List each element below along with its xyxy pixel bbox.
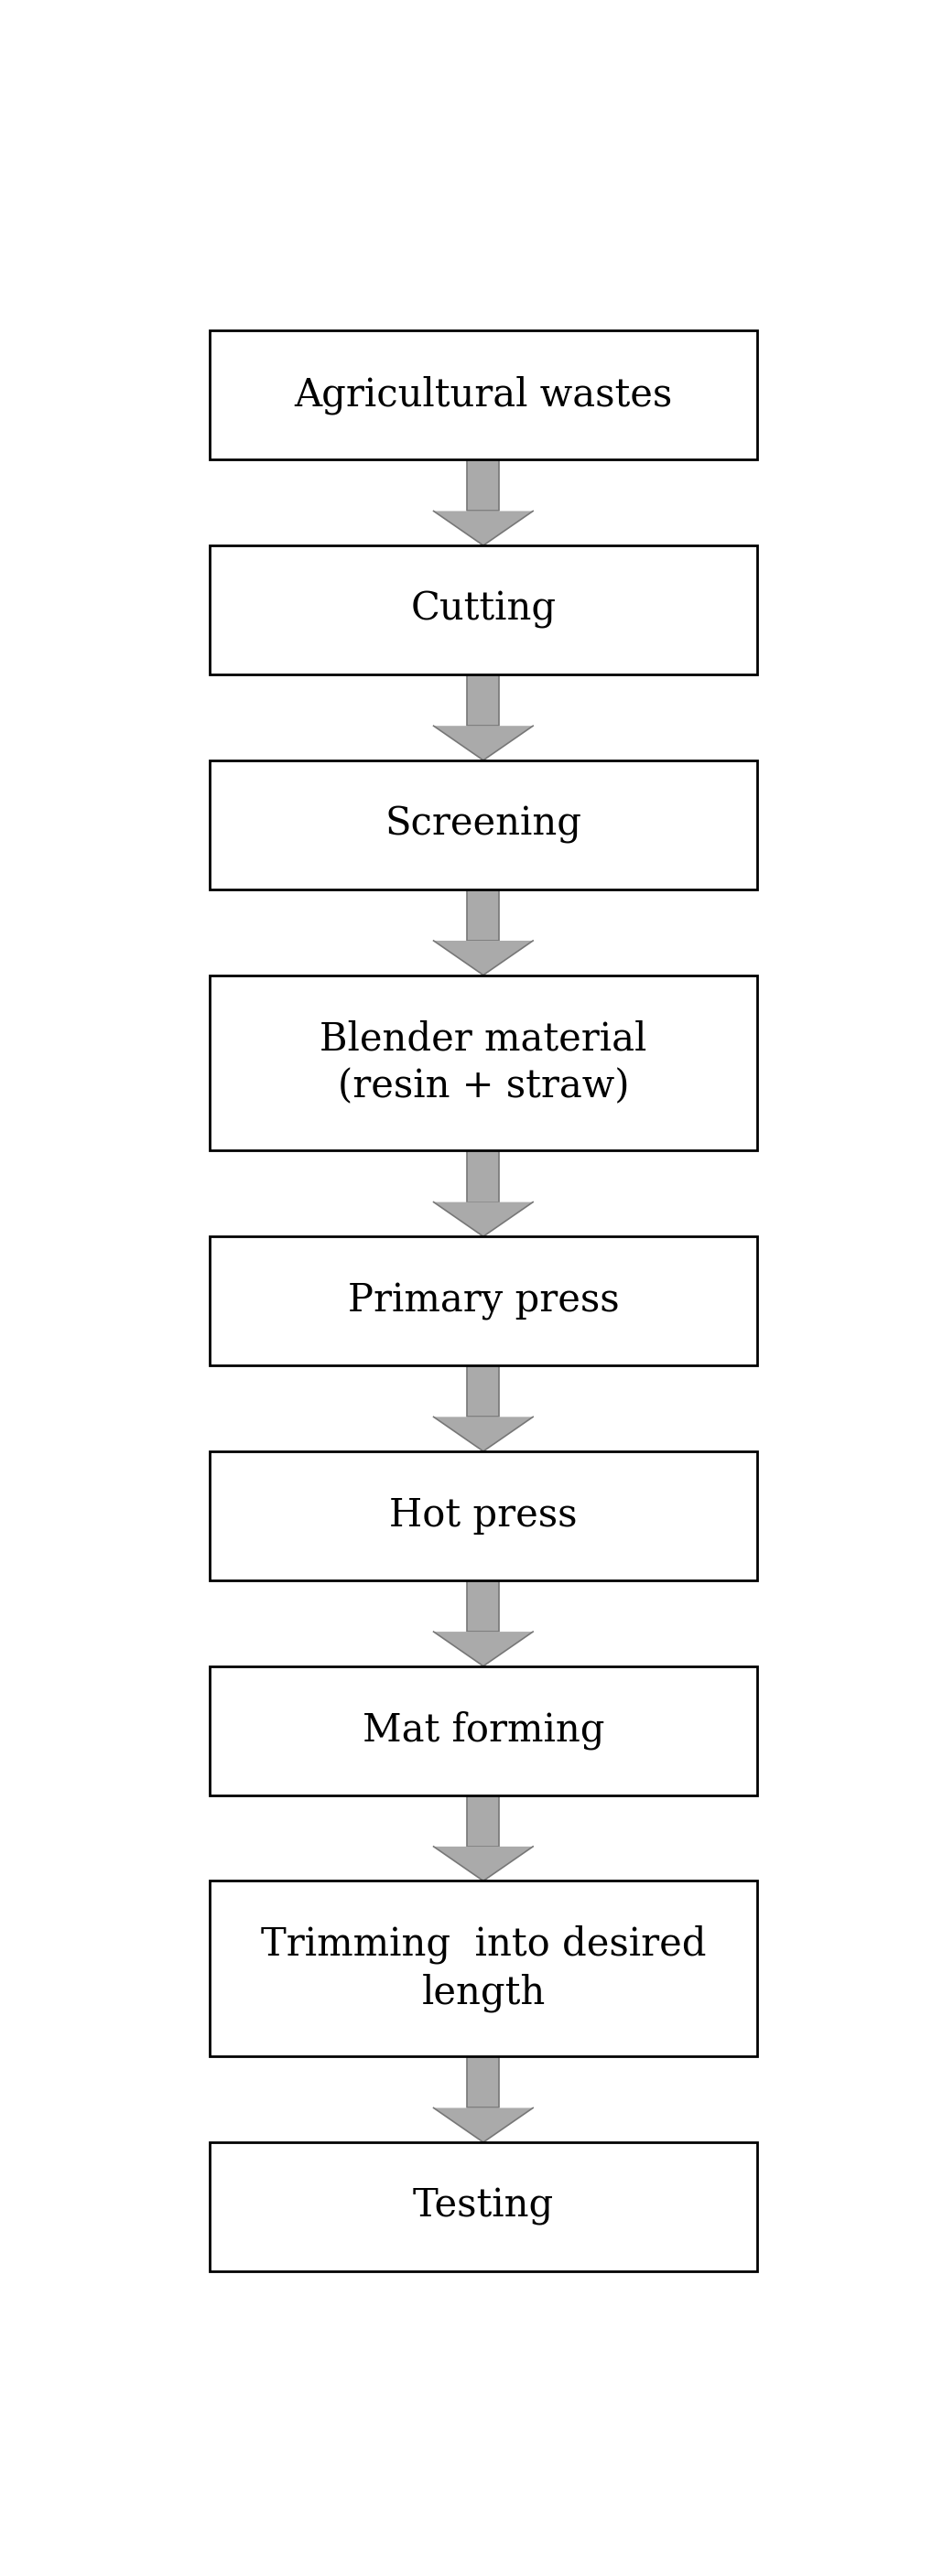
Text: Agricultural wastes: Agricultural wastes — [294, 376, 672, 415]
Polygon shape — [434, 1203, 533, 1236]
Polygon shape — [434, 940, 533, 976]
Bar — [209, 1236, 757, 1365]
Polygon shape — [434, 726, 533, 760]
Bar — [209, 546, 757, 675]
Polygon shape — [467, 1795, 500, 1847]
Bar — [209, 1450, 757, 1579]
Text: Screening: Screening — [385, 806, 582, 845]
Polygon shape — [434, 2107, 533, 2143]
Polygon shape — [467, 675, 500, 726]
Bar — [209, 1667, 757, 1795]
Text: Cutting: Cutting — [410, 590, 556, 629]
Polygon shape — [467, 1579, 500, 1631]
Polygon shape — [467, 1151, 500, 1203]
Polygon shape — [434, 1847, 533, 1880]
Text: Hot press: Hot press — [389, 1497, 577, 1535]
Bar — [209, 1880, 757, 2056]
Bar — [209, 330, 757, 459]
Text: Testing: Testing — [413, 2187, 554, 2226]
Polygon shape — [467, 889, 500, 940]
Text: Trimming  into desired
length: Trimming into desired length — [260, 1924, 706, 2012]
Bar — [209, 976, 757, 1151]
Bar — [209, 760, 757, 889]
Bar — [209, 2143, 757, 2272]
Polygon shape — [434, 1631, 533, 1667]
Text: Mat forming: Mat forming — [362, 1710, 604, 1749]
Text: Blender material
(resin + straw): Blender material (resin + straw) — [320, 1020, 647, 1105]
Polygon shape — [467, 2056, 500, 2107]
Polygon shape — [467, 1365, 500, 1417]
Polygon shape — [434, 1417, 533, 1450]
Polygon shape — [467, 459, 500, 510]
Polygon shape — [434, 510, 533, 546]
Text: Primary press: Primary press — [348, 1283, 619, 1319]
